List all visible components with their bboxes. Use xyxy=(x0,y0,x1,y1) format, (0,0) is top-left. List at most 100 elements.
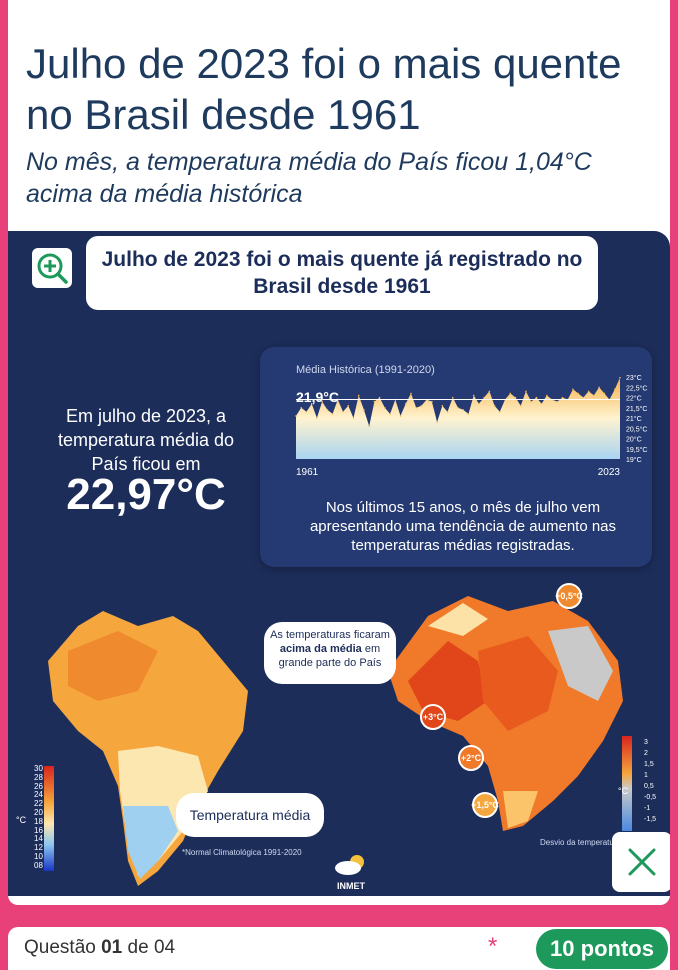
chart-reference-label: 21,9°C xyxy=(296,389,339,405)
question-counter: Questão 01 de 04 xyxy=(24,937,175,959)
chart-point xyxy=(457,406,459,409)
chart-point xyxy=(415,406,417,409)
chart-point xyxy=(420,404,423,407)
chart-point xyxy=(514,396,517,399)
legend-right-tick: -1 xyxy=(644,805,651,812)
chart-y-tick: 22,5°C xyxy=(626,384,647,392)
chart-point xyxy=(493,404,496,407)
chart-point xyxy=(525,390,527,393)
legend-right-tick: 3 xyxy=(644,739,648,746)
close-icon xyxy=(628,848,656,876)
chart-point xyxy=(593,394,595,397)
chart-point xyxy=(441,404,444,407)
chart-y-tick: 20,5°C xyxy=(626,425,647,433)
callout-bold: acima da média xyxy=(279,643,362,655)
chart-point xyxy=(436,421,438,423)
chart-point xyxy=(305,411,308,413)
legend-right-tick: -1,5 xyxy=(644,816,657,823)
cloud-sun-icon xyxy=(335,855,364,875)
legend-left-tick: 22 xyxy=(34,799,43,809)
chart-point xyxy=(556,400,559,403)
chart-point xyxy=(561,396,564,399)
chart-point xyxy=(378,396,381,399)
legend-left: 30 28 26 24 22 20 18 16 14 12 10 08 xyxy=(34,764,43,871)
chart-point xyxy=(540,402,543,405)
chart-point xyxy=(598,386,600,389)
chart-point xyxy=(582,396,585,399)
chart-point xyxy=(347,404,350,407)
chart-y-tick: 21,5°C xyxy=(626,405,647,413)
legend-left-tick: 14 xyxy=(34,834,43,844)
legend-left-tick: 12 xyxy=(34,843,43,853)
legend-left-tick: 30 xyxy=(34,764,43,773)
temperature-chart: Média Histórica (1991-2020) 21,9°C 23°C 2… xyxy=(295,364,647,478)
legend-right-tick: -0,5 xyxy=(644,794,657,801)
chart-title: Média Histórica (1991-2020) xyxy=(296,364,435,376)
chart-point xyxy=(619,376,621,379)
legend-left-tick: 26 xyxy=(34,781,43,791)
chart-y-tick: 23°C xyxy=(626,374,642,382)
chart-point xyxy=(530,400,532,403)
chart-point xyxy=(603,392,606,395)
badge-plus-1-5: +1,5°C xyxy=(471,792,499,818)
chart-series-area xyxy=(296,377,620,459)
article-headline: Julho de 2023 foi o mais quente no Brasi… xyxy=(26,40,622,138)
zoom-in-button[interactable] xyxy=(32,248,72,288)
chart-point xyxy=(331,413,334,415)
chart-point xyxy=(342,411,344,413)
chart-point xyxy=(321,400,323,403)
legend-left-tick: 24 xyxy=(34,790,43,800)
chart-y-tick: 19,5°C xyxy=(626,446,647,454)
legend-right-tick: 0,5 xyxy=(644,783,654,790)
close-button[interactable] xyxy=(612,832,670,892)
question-footer: Questão 01 de 04 * 10 pontos xyxy=(8,927,670,970)
chart-point xyxy=(310,402,313,405)
legend-left-tick: 16 xyxy=(34,825,43,835)
badge-plus-3: +3°C xyxy=(420,704,446,730)
chart-point xyxy=(326,409,329,411)
chart-x-label: 1961 xyxy=(296,467,319,478)
average-temperature-callout: Temperatura média xyxy=(176,793,324,837)
chart-point xyxy=(535,396,538,399)
chart-y-tick: 19°C xyxy=(626,456,642,464)
chart-point xyxy=(373,400,376,403)
chart-point xyxy=(363,409,365,411)
legend-right: 3 2 1,5 1 0,5 -0,5 -1 -1,5 xyxy=(644,737,656,825)
callout-pre: As temperaturas ficaram xyxy=(270,629,390,641)
chart-point xyxy=(384,406,386,409)
left-intro-text: Em julho de 2023, a temperatura média do… xyxy=(57,406,235,474)
inmet-logo: INMET xyxy=(326,852,376,891)
chart-point xyxy=(499,411,501,413)
question-card: Julho de 2023 foi o mais quente no Brasi… xyxy=(8,0,670,905)
trend-text: Nos últimos 15 anos, o mês de julho vem … xyxy=(309,499,617,554)
question-suffix: de 04 xyxy=(127,937,176,958)
legend-right-tick: 2 xyxy=(644,750,648,757)
chart-point xyxy=(478,402,480,405)
chart-point xyxy=(410,392,412,395)
chart-point xyxy=(572,388,574,391)
chart-point xyxy=(446,411,449,413)
chart-point xyxy=(357,394,360,397)
chart-point xyxy=(467,413,470,415)
chart-point xyxy=(368,425,370,427)
legend-right-unit: °C xyxy=(618,786,629,796)
points-badge: 10 pontos xyxy=(536,929,668,969)
chart-point xyxy=(483,396,485,399)
chart-point xyxy=(488,390,491,393)
deviation-label: Desvio da temperatura xyxy=(540,838,621,847)
chart-point xyxy=(389,413,391,415)
chart-point xyxy=(587,390,590,393)
maps-illustration xyxy=(44,596,632,886)
chart-y-tick: 21°C xyxy=(626,415,642,423)
chart-point xyxy=(316,417,318,419)
legend-left-unit: °C xyxy=(16,815,27,825)
legend-left-tick: 20 xyxy=(34,807,43,817)
chart-point xyxy=(546,394,548,397)
question-number: 01 xyxy=(101,937,123,958)
chart-point xyxy=(519,404,522,407)
legend-left-tick: 18 xyxy=(34,816,43,826)
chart-point xyxy=(451,396,454,399)
infographic-title: Julho de 2023 foi o mais quente já regis… xyxy=(86,236,598,310)
chart-y-tick: 20°C xyxy=(626,436,642,444)
chart-point xyxy=(399,415,402,417)
